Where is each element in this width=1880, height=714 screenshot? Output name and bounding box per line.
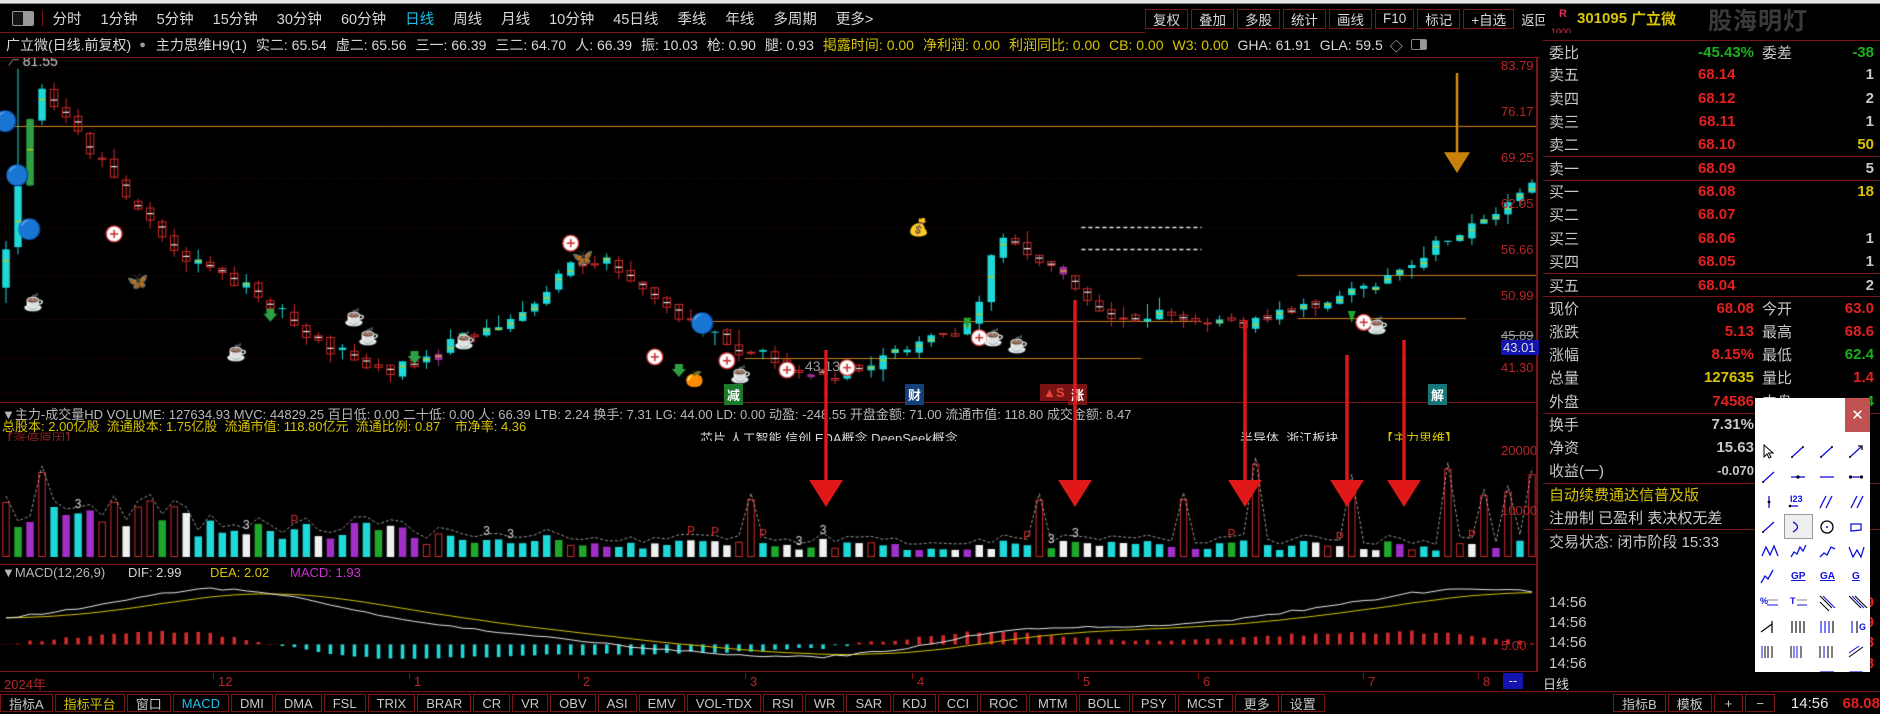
- svg-text:T: T: [1790, 596, 1796, 606]
- svg-text:G: G: [1852, 571, 1860, 582]
- svg-text:GA: GA: [1820, 571, 1835, 582]
- svg-text:%: %: [1760, 596, 1768, 606]
- svg-text:G: G: [1859, 622, 1866, 632]
- svg-text:GP: GP: [1791, 571, 1806, 582]
- svg-text:I23: I23: [1790, 494, 1803, 504]
